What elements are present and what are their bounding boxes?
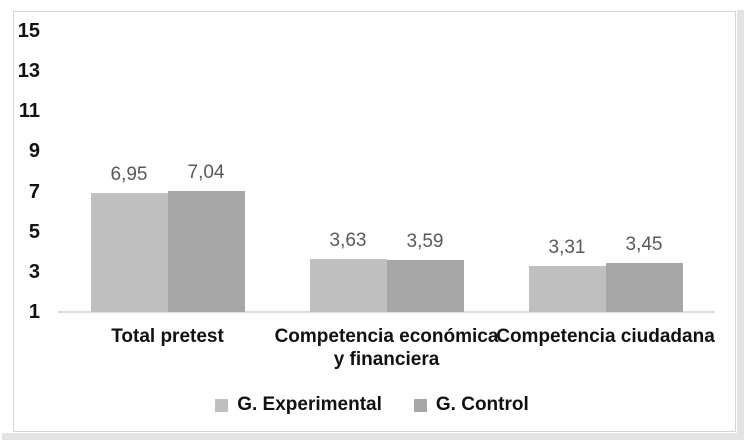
legend-swatch	[215, 398, 229, 412]
bar-value-label: 3,31	[548, 236, 586, 258]
bar-value-label: 3,45	[625, 233, 663, 255]
y-tick-label: 3	[28, 260, 40, 283]
page-gutter-right	[737, 10, 744, 440]
category-label-line: y financiera	[333, 349, 440, 370]
legend-label: G. Control	[435, 394, 529, 415]
category-label-line: Competencia económica	[274, 326, 499, 347]
y-tick-label: 15	[17, 20, 40, 43]
page-gutter-bottom	[2, 433, 744, 440]
x-axis-line	[58, 311, 715, 313]
legend-item: G. Control	[413, 394, 529, 416]
category-label-line: Total pretest	[111, 326, 224, 347]
bar-g-experimental-cat3	[528, 265, 606, 312]
legend: G. Experimental G. Control	[0, 393, 744, 417]
bar-value-label: 3,63	[329, 230, 367, 252]
bar-g-control-cat2	[386, 260, 464, 312]
bar-value-label: 6,95	[110, 163, 148, 185]
y-tick-label: 13	[17, 60, 40, 83]
bar-value-label: 3,59	[406, 231, 444, 253]
legend-item: G. Experimental	[215, 394, 382, 416]
bar-g-control-cat3	[605, 262, 683, 312]
bar-g-experimental-cat2	[309, 259, 387, 312]
legend-swatch	[413, 398, 427, 412]
bar-g-control-cat1	[167, 190, 245, 312]
y-tick-label: 9	[28, 140, 40, 163]
y-tick-label: 7	[28, 180, 40, 203]
y-tick-label: 5	[28, 220, 40, 243]
category-label: Competencia ciudadana	[486, 325, 726, 348]
legend-label: G. Experimental	[237, 394, 382, 415]
category-label: Total pretest	[48, 325, 288, 348]
category-label-line: Competencia ciudadana	[496, 326, 715, 347]
y-tick-label: 1	[28, 301, 40, 323]
y-tick-label: 11	[18, 100, 40, 123]
category-label: Competencia económica y financiera	[267, 325, 507, 371]
bar-value-label: 7,04	[187, 161, 225, 183]
bar-g-experimental-cat1	[90, 192, 168, 312]
